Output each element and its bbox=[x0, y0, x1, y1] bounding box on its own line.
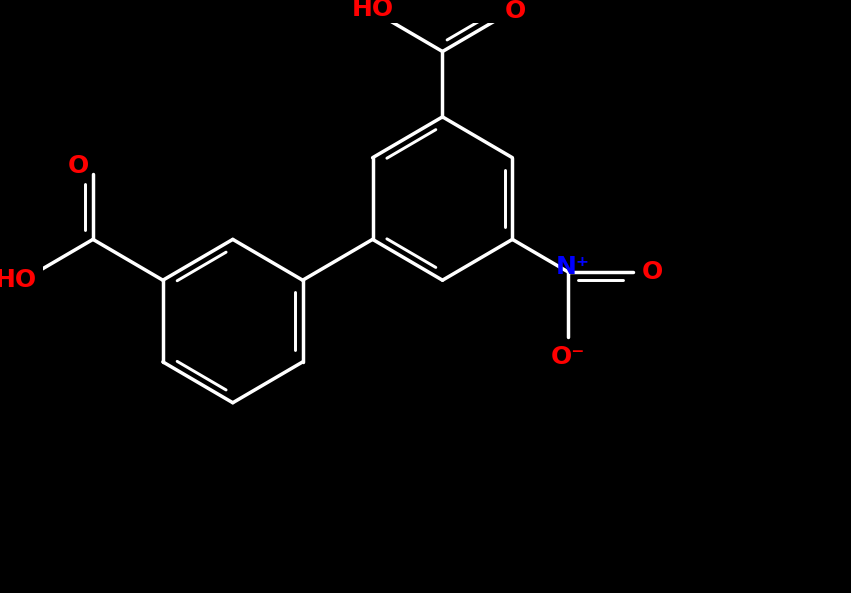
Text: O: O bbox=[505, 0, 526, 23]
Text: O: O bbox=[68, 154, 89, 178]
Text: O⁻: O⁻ bbox=[551, 345, 585, 369]
Text: O: O bbox=[642, 260, 663, 284]
Text: N⁺: N⁺ bbox=[556, 255, 590, 279]
Text: HO: HO bbox=[0, 267, 37, 292]
Text: HO: HO bbox=[351, 0, 393, 21]
